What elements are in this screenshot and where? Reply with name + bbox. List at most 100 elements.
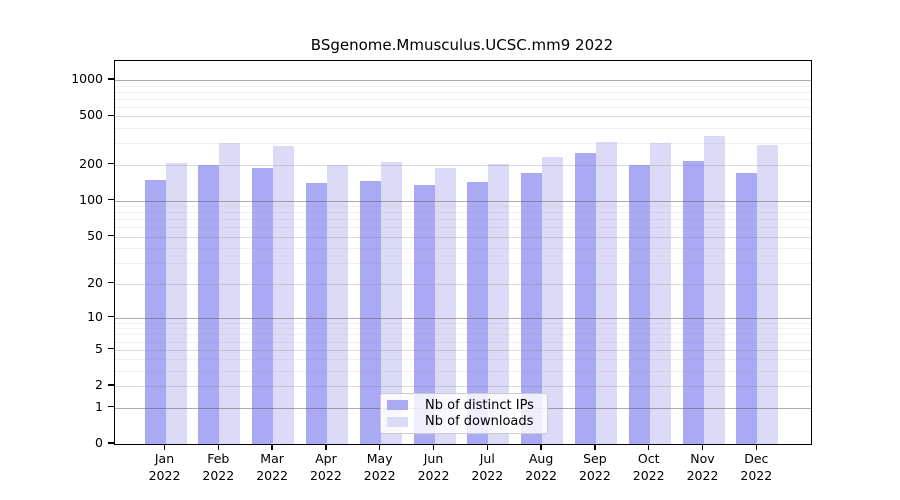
x-tick-mar [271,444,273,450]
gridline-200 [115,164,811,166]
gridline-6 [115,341,811,343]
legend-row-downloads: Nb of downloads [387,414,541,429]
gridline-70 [115,219,811,221]
legend-label-distinct-ips: Nb of distinct IPs [425,397,534,413]
gridline-5 [115,349,811,351]
bar-may-nb-of-distinct-ips [359,181,381,444]
x-tick-oct [648,444,650,450]
bars-layer [115,61,811,444]
gridline-600 [115,106,811,108]
bar-dec-nb-of-distinct-ips [736,172,758,444]
x-tick-jan [163,444,166,450]
bar-jun-nb-of-downloads [434,167,456,444]
gridline-2 [115,386,811,388]
gridline-500 [115,116,811,118]
x-tick-label-apr: Apr 2022 [309,451,342,483]
gridline-700 [115,98,811,100]
bar-sep-nb-of-downloads [595,141,617,444]
y-tick-1000 [108,78,114,80]
x-tick-label-jan: Jan 2022 [148,451,181,483]
x-tick-label-nov: Nov 2022 [686,451,719,483]
x-tick-may [379,444,381,450]
legend-swatch-downloads-icon [387,416,408,427]
y-tick-10 [108,315,114,318]
y-tick-label-2: 2 [95,377,103,393]
gridline-10 [115,317,811,319]
bar-jan-nb-of-downloads [165,162,187,444]
x-tick-label-sep: Sep 2022 [578,451,611,483]
gridline-30 [115,263,811,265]
legend: Nb of distinct IPs Nb of downloads [380,393,548,434]
bar-apr-nb-of-distinct-ips [305,183,327,444]
x-tick-feb [217,444,219,450]
bar-aug-nb-of-distinct-ips [521,173,543,444]
bar-feb-nb-of-distinct-ips [198,165,220,444]
bar-may-nb-of-downloads [380,162,402,444]
gridline-3 [115,371,811,372]
gridline-9 [115,322,811,324]
gridline-400 [115,128,811,130]
x-tick-label-jul: Jul 2022 [471,451,504,483]
bar-oct-nb-of-distinct-ips [628,165,650,444]
bar-jan-nb-of-distinct-ips [144,179,166,444]
gridline-1000 [115,80,811,81]
grid-layer [115,61,811,444]
y-tick-label-0: 0 [95,435,103,450]
y-tick-label-1: 1 [95,398,103,414]
x-tick-apr [325,444,327,450]
y-tick-label-1000: 1000 [71,71,103,86]
y-tick-0 [108,442,114,444]
y-tick-20 [108,281,114,284]
y-tick-500 [108,114,114,117]
y-tick-50 [108,235,114,237]
y-tick-200 [108,162,114,165]
bar-mar-nb-of-distinct-ips [252,167,274,444]
gridline-100 [115,200,811,202]
gridline-60 [115,227,811,229]
gridline-300 [115,143,811,145]
bar-oct-nb-of-downloads [649,143,671,444]
gridline-20 [115,283,811,285]
y-tick-100 [108,199,114,201]
x-tick-aug [540,444,542,450]
x-tick-jul [486,444,488,450]
gridline-4 [115,359,811,361]
y-tick-label-500: 500 [79,107,103,123]
gridline-8 [115,328,811,330]
y-tick-label-200: 200 [79,155,103,171]
bar-nov-nb-of-downloads [703,135,725,444]
y-tick-2 [108,384,114,386]
gridline-50 [115,236,811,238]
x-tick-label-oct: Oct 2022 [632,451,665,483]
x-tick-jun [432,444,435,450]
plot-area: Nb of distinct IPs Nb of downloads [114,60,812,445]
y-tick-1 [108,405,114,408]
legend-row-distinct-ips: Nb of distinct IPs [387,398,541,413]
gridline-40 [115,248,811,250]
bar-sep-nb-of-distinct-ips [574,152,596,444]
bar-jul-nb-of-distinct-ips [467,181,489,444]
x-tick-dec [755,444,757,450]
chart-title: BSgenome.Mmusculus.UCSC.mm9 2022 [310,36,614,54]
x-tick-label-jun: Jun 2022 [417,451,450,483]
gridline-900 [115,85,811,87]
bar-mar-nb-of-downloads [273,146,295,444]
gridline-90 [115,206,811,208]
gridline-80 [115,212,811,214]
bar-nov-nb-of-distinct-ips [682,161,704,444]
bar-dec-nb-of-downloads [757,145,779,444]
bar-apr-nb-of-downloads [326,165,348,444]
x-tick-label-feb: Feb 2022 [202,451,235,483]
y-tick-5 [108,347,114,350]
bar-jun-nb-of-distinct-ips [413,185,435,444]
legend-swatch-distinct-ips-icon [387,400,408,411]
x-tick-label-dec: Dec 2022 [740,451,773,483]
legend-label-downloads: Nb of downloads [425,414,534,430]
x-tick-label-aug: Aug 2022 [525,451,557,483]
bar-feb-nb-of-downloads [219,142,241,444]
gridline-800 [115,91,811,93]
x-tick-label-mar: Mar 2022 [256,451,288,483]
y-tick-label-100: 100 [79,191,103,207]
bar-jul-nb-of-downloads [488,164,510,444]
